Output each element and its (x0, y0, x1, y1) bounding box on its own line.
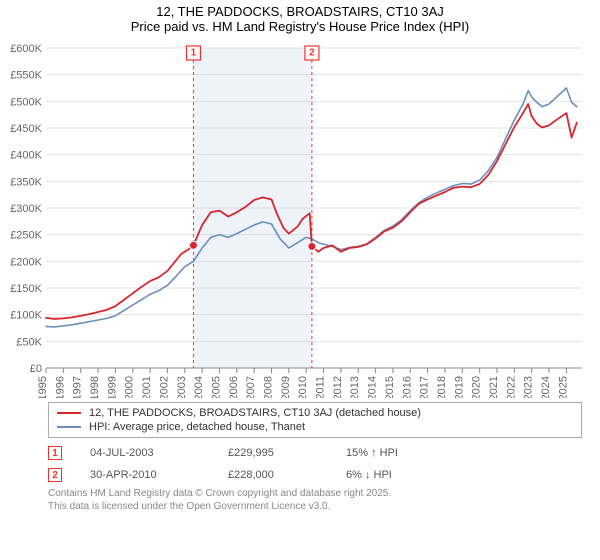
svg-text:2002: 2002 (158, 376, 170, 398)
svg-text:2012: 2012 (332, 376, 344, 398)
sales-table: 1 04-JUL-2003 £229,995 15% ↑ HPI 2 30-APR-201… (48, 442, 582, 486)
svg-text:£350K: £350K (10, 176, 42, 188)
svg-text:1995: 1995 (37, 376, 49, 398)
svg-text:2: 2 (309, 48, 315, 59)
legend-row: HPI: Average price, detached house, Than… (57, 420, 573, 434)
svg-text:2022: 2022 (505, 376, 517, 398)
svg-text:2008: 2008 (263, 376, 275, 398)
svg-text:£500K: £500K (10, 96, 42, 108)
sale-price: £228,000 (228, 469, 318, 481)
legend-swatch (57, 412, 81, 414)
legend-row: 12, THE PADDOCKS, BROADSTAIRS, CT10 3AJ … (57, 406, 573, 420)
svg-text:2007: 2007 (245, 376, 257, 398)
svg-text:2009: 2009 (280, 376, 292, 398)
sale-row: 1 04-JUL-2003 £229,995 15% ↑ HPI (48, 442, 582, 464)
svg-text:2018: 2018 (436, 376, 448, 398)
sale-diff: 6% ↓ HPI (346, 469, 436, 481)
svg-text:2005: 2005 (210, 376, 222, 398)
svg-text:1: 1 (191, 48, 197, 59)
legend-swatch (57, 426, 81, 428)
svg-text:2010: 2010 (297, 376, 309, 398)
svg-text:2014: 2014 (367, 376, 379, 398)
svg-text:£300K: £300K (10, 203, 42, 215)
svg-text:£150K: £150K (10, 283, 42, 295)
svg-text:£0: £0 (30, 363, 42, 375)
svg-text:2004: 2004 (193, 376, 205, 398)
svg-text:2023: 2023 (523, 376, 535, 398)
svg-text:2015: 2015 (384, 376, 396, 398)
svg-text:£200K: £200K (10, 256, 42, 268)
svg-text:£550K: £550K (10, 70, 42, 82)
svg-text:2017: 2017 (419, 376, 431, 398)
sale-date: 30-APR-2010 (90, 469, 200, 481)
sale-row: 2 30-APR-2010 £228,000 6% ↓ HPI (48, 464, 582, 486)
chart-subtitle: Price paid vs. HM Land Registry's House … (0, 19, 600, 38)
sale-diff: 15% ↑ HPI (346, 447, 436, 459)
legend: 12, THE PADDOCKS, BROADSTAIRS, CT10 3AJ … (48, 402, 582, 438)
svg-text:2011: 2011 (315, 376, 327, 398)
svg-text:1998: 1998 (89, 376, 101, 398)
svg-text:2001: 2001 (141, 376, 153, 398)
legend-label: HPI: Average price, detached house, Than… (89, 421, 305, 433)
svg-text:2021: 2021 (488, 376, 500, 398)
svg-text:2024: 2024 (540, 376, 552, 398)
svg-text:1997: 1997 (72, 376, 84, 398)
svg-text:2006: 2006 (228, 376, 240, 398)
svg-text:£100K: £100K (10, 310, 42, 322)
svg-text:1996: 1996 (54, 376, 66, 398)
legend-label: 12, THE PADDOCKS, BROADSTAIRS, CT10 3AJ … (89, 407, 421, 419)
chart-area: £0 £50K £100K £150K £200K £250K £300K £350K £400… (0, 38, 600, 398)
svg-text:£50K: £50K (16, 336, 42, 348)
svg-text:2016: 2016 (401, 376, 413, 398)
attribution-line-1: Contains HM Land Registry data © Crown c… (48, 488, 582, 501)
svg-text:2000: 2000 (124, 376, 136, 398)
svg-text:2019: 2019 (453, 376, 465, 398)
sale-price: £229,995 (228, 447, 318, 459)
attribution-line-2: This data is licensed under the Open Gov… (48, 501, 582, 514)
line-chart: £0 £50K £100K £150K £200K £250K £300K £350K £400… (0, 38, 600, 398)
svg-text:£600K: £600K (10, 43, 42, 55)
sale-date: 04-JUL-2003 (90, 447, 200, 459)
sale-index-box: 2 (48, 468, 62, 482)
sale-index-box: 1 (48, 446, 62, 460)
svg-text:£450K: £450K (10, 123, 42, 135)
attribution: Contains HM Land Registry data © Crown c… (48, 488, 582, 513)
chart-title: 12, THE PADDOCKS, BROADSTAIRS, CT10 3AJ (0, 0, 600, 19)
svg-text:£250K: £250K (10, 230, 42, 242)
svg-text:£400K: £400K (10, 150, 42, 162)
svg-text:2025: 2025 (557, 376, 569, 398)
svg-text:2020: 2020 (471, 376, 483, 398)
svg-text:1999: 1999 (106, 376, 118, 398)
svg-text:2013: 2013 (349, 376, 361, 398)
svg-text:2003: 2003 (176, 376, 188, 398)
